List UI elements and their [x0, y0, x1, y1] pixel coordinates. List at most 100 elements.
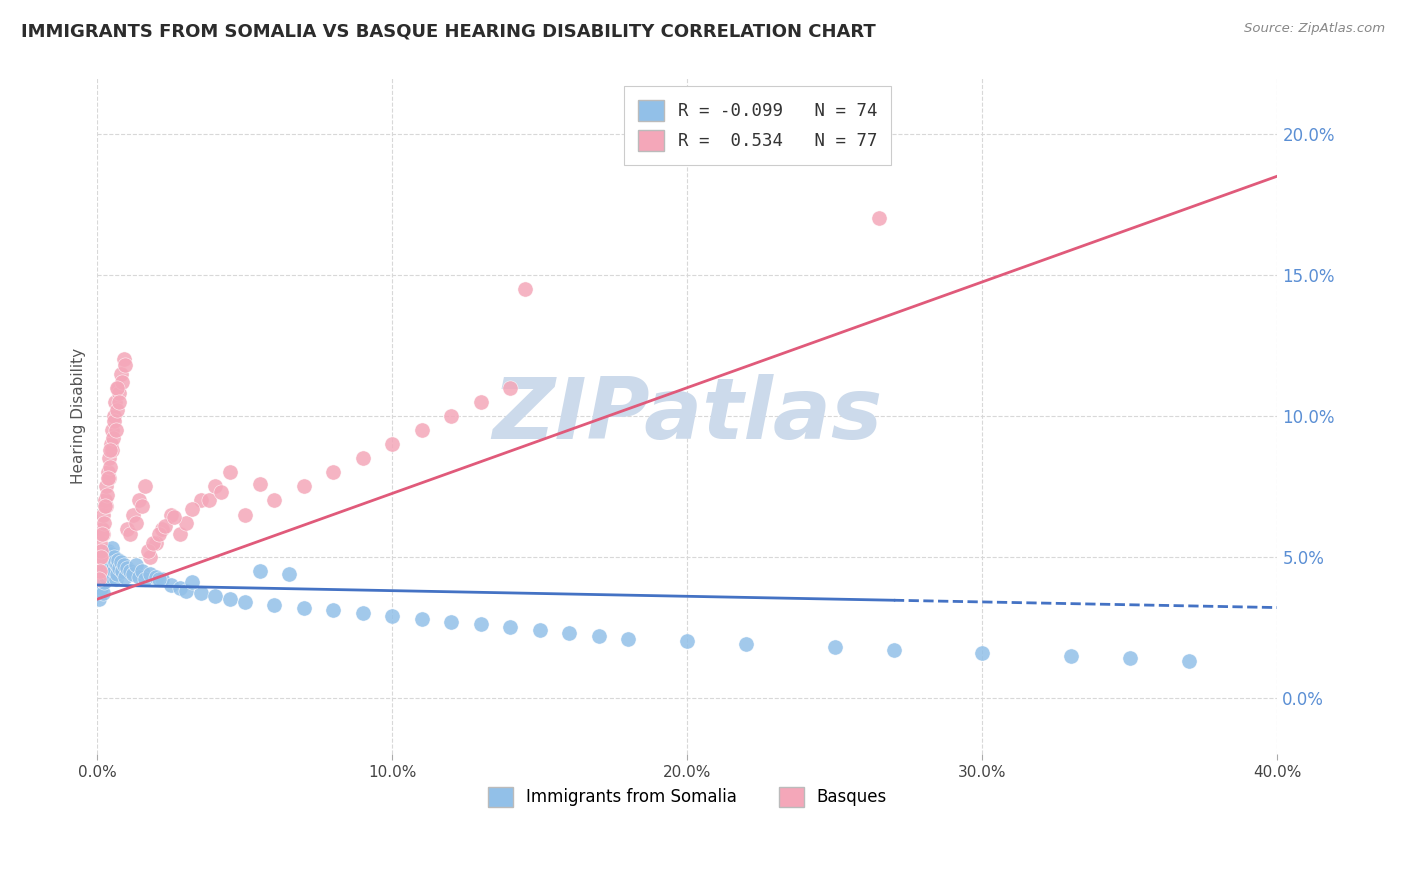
- Point: [107, 566, 129, 581]
- Point: [824, 640, 846, 654]
- Point: [97, 566, 120, 581]
- Point: [108, 561, 131, 575]
- Point: [883, 643, 905, 657]
- Legend: Immigrants from Somalia, Basques: Immigrants from Somalia, Basques: [481, 780, 894, 814]
- Point: [617, 632, 640, 646]
- Point: [90, 581, 112, 595]
- Point: [96, 561, 118, 575]
- Point: [98, 451, 121, 466]
- Point: [101, 561, 124, 575]
- Point: [93, 575, 115, 590]
- Point: [174, 583, 197, 598]
- Point: [94, 499, 117, 513]
- Point: [112, 352, 135, 367]
- Point: [93, 549, 115, 564]
- Point: [180, 575, 202, 590]
- Point: [107, 381, 129, 395]
- Point: [107, 381, 129, 395]
- Point: [134, 573, 156, 587]
- Point: [104, 394, 127, 409]
- Point: [114, 358, 136, 372]
- Point: [89, 535, 111, 549]
- Point: [219, 592, 242, 607]
- Point: [118, 527, 141, 541]
- Point: [134, 479, 156, 493]
- Point: [105, 403, 128, 417]
- Point: [104, 423, 127, 437]
- Point: [190, 586, 212, 600]
- Text: Source: ZipAtlas.com: Source: ZipAtlas.com: [1244, 22, 1385, 36]
- Point: [110, 556, 132, 570]
- Point: [98, 459, 121, 474]
- Point: [107, 552, 129, 566]
- Point: [118, 564, 141, 578]
- Point: [114, 569, 136, 583]
- Point: [1060, 648, 1083, 663]
- Point: [209, 485, 232, 500]
- Point: [97, 471, 120, 485]
- Point: [96, 488, 118, 502]
- Point: [89, 578, 111, 592]
- Point: [125, 558, 148, 573]
- Point: [169, 527, 191, 541]
- Point: [381, 609, 404, 624]
- Point: [103, 549, 125, 564]
- Point: [115, 522, 138, 536]
- Y-axis label: Hearing Disability: Hearing Disability: [72, 348, 86, 483]
- Point: [101, 541, 124, 556]
- Point: [91, 564, 114, 578]
- Point: [145, 535, 167, 549]
- Point: [169, 581, 191, 595]
- Point: [101, 431, 124, 445]
- Point: [94, 499, 117, 513]
- Point: [100, 437, 122, 451]
- Text: ZIPatlas: ZIPatlas: [492, 375, 883, 458]
- Point: [148, 527, 170, 541]
- Point: [150, 522, 173, 536]
- Point: [91, 527, 114, 541]
- Point: [93, 493, 115, 508]
- Point: [93, 516, 115, 530]
- Point: [96, 556, 118, 570]
- Point: [87, 592, 110, 607]
- Point: [190, 493, 212, 508]
- Point: [263, 598, 285, 612]
- Point: [101, 423, 124, 437]
- Point: [529, 623, 551, 637]
- Point: [204, 479, 226, 493]
- Point: [121, 566, 143, 581]
- Point: [98, 552, 121, 566]
- Point: [100, 547, 122, 561]
- Point: [89, 573, 111, 587]
- Point: [148, 573, 170, 587]
- Point: [160, 508, 183, 522]
- Point: [89, 564, 111, 578]
- Point: [89, 583, 111, 598]
- Point: [103, 409, 125, 423]
- Point: [322, 603, 344, 617]
- Point: [153, 518, 176, 533]
- Point: [558, 626, 581, 640]
- Point: [142, 535, 165, 549]
- Point: [107, 394, 129, 409]
- Point: [233, 595, 256, 609]
- Point: [174, 516, 197, 530]
- Point: [249, 476, 271, 491]
- Point: [198, 493, 221, 508]
- Point: [98, 558, 121, 573]
- Point: [219, 465, 242, 479]
- Point: [136, 544, 159, 558]
- Point: [676, 634, 699, 648]
- Point: [1119, 651, 1142, 665]
- Point: [160, 578, 183, 592]
- Point: [90, 544, 112, 558]
- Point: [90, 522, 112, 536]
- Point: [87, 564, 110, 578]
- Point: [440, 615, 463, 629]
- Point: [112, 558, 135, 573]
- Point: [105, 558, 128, 573]
- Point: [111, 564, 134, 578]
- Point: [278, 566, 301, 581]
- Point: [204, 589, 226, 603]
- Point: [513, 282, 536, 296]
